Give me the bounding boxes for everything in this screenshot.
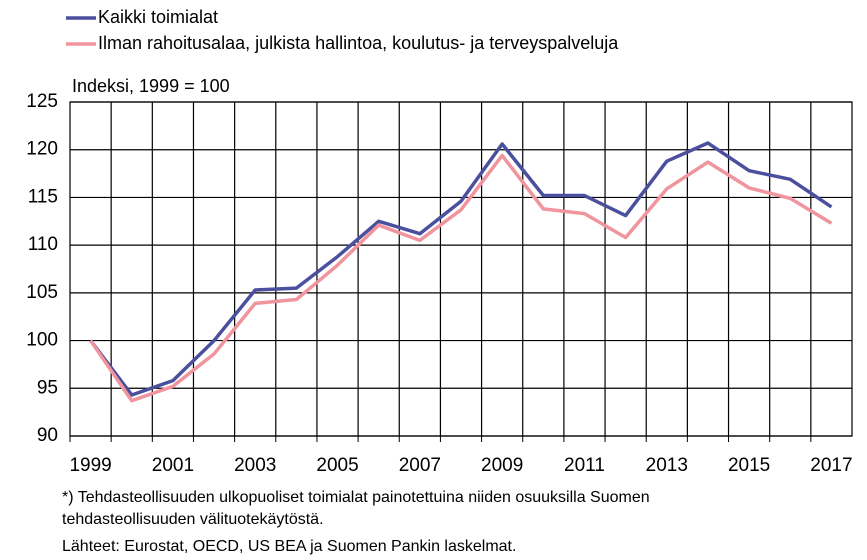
y-tick-label: 125 (26, 91, 58, 112)
x-tick-label: 2011 (564, 455, 605, 476)
x-tick-label: 2017 (810, 455, 852, 476)
y-tick-label: 90 (37, 425, 58, 446)
y-axis-label: Indeksi, 1999 = 100 (72, 76, 230, 96)
x-tick-label: 2003 (234, 455, 276, 476)
x-tick-label: 2005 (316, 455, 358, 476)
note: tehdasteollisuuden välituotekäytöstä. (62, 511, 324, 528)
y-tick-label: 115 (28, 186, 58, 207)
y-tick-label: 120 (26, 139, 58, 160)
x-tick-label: 2013 (646, 455, 688, 476)
plot-frame (69, 101, 853, 437)
y-tick-label: 110 (28, 234, 58, 255)
x-tick-label: 2015 (728, 455, 770, 476)
x-tick-label: 2001 (152, 455, 194, 476)
x-tick-label: 2007 (399, 455, 441, 476)
series-line (89, 141, 833, 397)
x-tick-label: 2009 (481, 455, 523, 476)
legend-label: Ilman rahoitusalaa, julkista hallintoa, … (98, 33, 619, 53)
source: Lähteet: Eurostat, OECD, US BEA ja Suome… (62, 538, 516, 555)
note: *) Tehdasteollisuuden ulkopuoliset toimi… (62, 489, 650, 506)
y-tick-label: 95 (37, 377, 58, 398)
y-tick-label: 100 (26, 330, 58, 351)
series-line (89, 153, 833, 403)
legend-label: Kaikki toimialat (98, 7, 218, 27)
x-tick-label: 1999 (69, 455, 111, 476)
y-tick-label: 105 (26, 282, 58, 303)
